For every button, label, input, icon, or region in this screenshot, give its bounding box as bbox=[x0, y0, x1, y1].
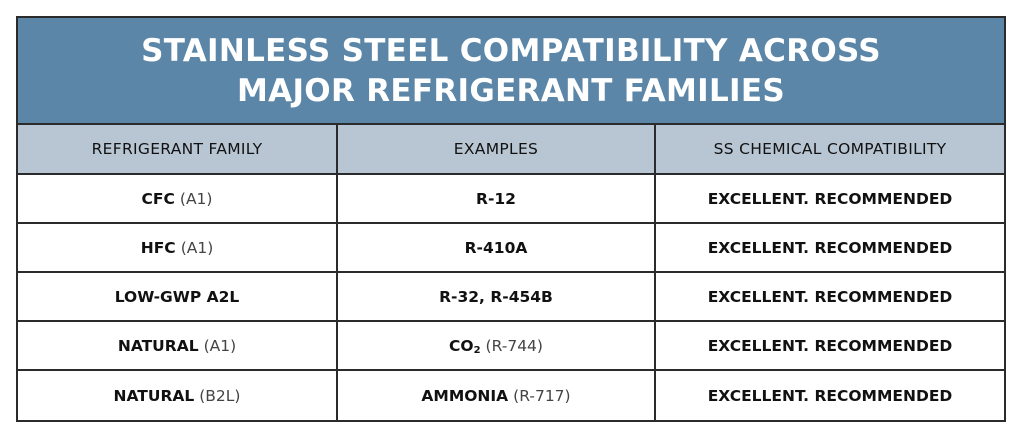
table-row-5-compatibility: EXCELLENT. RECOMMENDED bbox=[707, 386, 953, 405]
family-name: NATURAL bbox=[113, 386, 195, 405]
example-refrigerant: R-12 bbox=[476, 189, 516, 208]
example-refrigerant: CO bbox=[449, 336, 474, 355]
table-row-3-family: LOW-GWP A2L bbox=[18, 273, 338, 322]
safety-class: (A1) bbox=[179, 189, 213, 208]
family-name: NATURAL bbox=[117, 336, 199, 355]
safety-class: (B2L) bbox=[199, 386, 241, 405]
table-row-2-example: R-410A bbox=[338, 224, 656, 273]
table-row-5-example: AMMONIA (R-717) bbox=[338, 371, 656, 420]
family-name: LOW-GWP A2L bbox=[114, 287, 240, 306]
table-row-2-family: HFC (A1) bbox=[18, 224, 338, 273]
column-header-compatibility: SS CHEMICAL COMPATIBILITY bbox=[656, 125, 1004, 175]
compatibility-table: STAINLESS STEEL COMPATIBILITY ACROSS MAJ… bbox=[16, 16, 1006, 422]
family-name: HFC bbox=[140, 238, 176, 257]
refrigerant-code: (R-717) bbox=[513, 386, 571, 405]
table-row-1-example: R-12 bbox=[338, 175, 656, 224]
table-row-1-family: CFC (A1) bbox=[18, 175, 338, 224]
title-line-2: MAJOR REFRIGERANT FAMILIES bbox=[237, 72, 785, 109]
example-refrigerant: AMMONIA bbox=[421, 386, 509, 405]
safety-class: (A1) bbox=[203, 336, 237, 355]
table-row-3-example: R-32, R-454B bbox=[338, 273, 656, 322]
refrigerant-code: (R-744) bbox=[485, 336, 543, 355]
subscript-two: 2 bbox=[473, 345, 481, 356]
table-row-5-family: NATURAL (B2L) bbox=[18, 371, 338, 420]
column-header-family: REFRIGERANT FAMILY bbox=[18, 125, 338, 175]
family-name: CFC bbox=[141, 189, 175, 208]
example-refrigerant: R-32, R-454B bbox=[439, 287, 553, 306]
table-title: STAINLESS STEEL COMPATIBILITY ACROSS MAJ… bbox=[18, 18, 1004, 125]
table-grid: REFRIGERANT FAMILY EXAMPLES SS CHEMICAL … bbox=[18, 125, 1004, 420]
table-row-4-family: NATURAL (A1) bbox=[18, 322, 338, 371]
table-row-1-compatibility: EXCELLENT. RECOMMENDED bbox=[656, 175, 1004, 224]
safety-class: (A1) bbox=[180, 238, 214, 257]
example-refrigerant: R-410A bbox=[464, 238, 528, 257]
table-row-4-example: CO 2 (R-744) bbox=[338, 322, 656, 371]
column-header-examples: EXAMPLES bbox=[338, 125, 656, 175]
table-row-4-compatibility: EXCELLENT. RECOMMENDED bbox=[656, 322, 1004, 371]
table-row-2-compatibility: EXCELLENT. RECOMMENDED bbox=[656, 224, 1004, 273]
title-line-1: STAINLESS STEEL COMPATIBILITY ACROSS bbox=[141, 32, 881, 69]
table-row-3-compatibility: EXCELLENT. RECOMMENDED bbox=[656, 273, 1004, 322]
